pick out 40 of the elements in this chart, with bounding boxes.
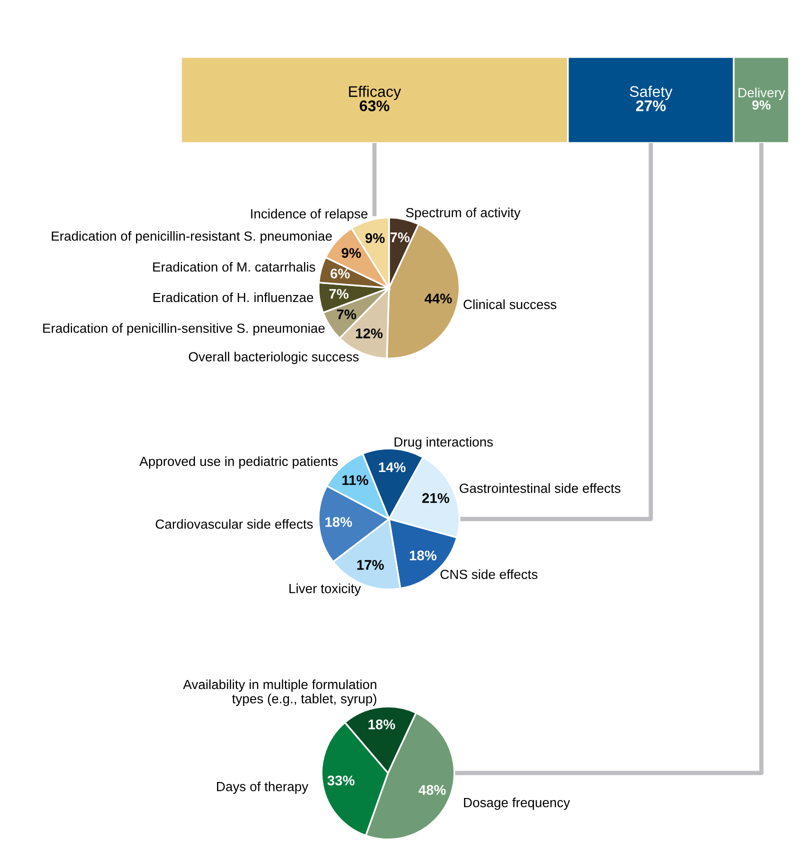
data-label: 9% — [365, 233, 385, 244]
series-label: Safety — [630, 86, 672, 100]
slice-label: Liver toxicity — [289, 584, 361, 596]
data-label: 21% — [422, 493, 450, 503]
data-label: 33% — [327, 776, 355, 786]
slice-label: Spectrum of activity — [406, 208, 521, 220]
slice-label: Eradication of H. influenzae — [153, 292, 314, 302]
data-label: 48% — [418, 785, 446, 795]
data-label: 7% — [390, 232, 410, 242]
slice-label: Gastrointestinal side effects — [460, 483, 620, 493]
slice-label: Eradication of M. catarrhalis — [153, 262, 316, 272]
slice-label: Drug interactions — [394, 436, 493, 450]
data-label: 7% — [337, 310, 356, 320]
data-label: 11% — [342, 475, 368, 486]
data-label: 7% — [329, 289, 348, 299]
data-label: 14% — [379, 462, 406, 472]
data-label: 9% — [342, 248, 361, 258]
slice-label: Eradication of penicillin-resistant S. pneumoniae — [52, 231, 332, 244]
series-label: Efficacy — [349, 86, 402, 100]
data-label: 44% — [424, 294, 452, 304]
series-label: Delivery — [738, 88, 786, 100]
data-label: 12% — [356, 328, 383, 338]
slice-label: Clinical success — [464, 299, 556, 310]
data-label: 18% — [325, 517, 352, 527]
data-label: 9% — [752, 100, 771, 110]
slice-label: Incidence of relapse — [251, 208, 368, 222]
data-label: 18% — [410, 550, 436, 560]
data-label: 17% — [357, 560, 384, 570]
slice-label: Dosage frequency — [464, 798, 570, 810]
data-label: 63% — [360, 100, 390, 112]
data-label: 18% — [368, 720, 396, 730]
slice-label: Eradication of penicillin-sensitive S. pneumoniae — [43, 323, 325, 336]
slice-label: Availability in multiple formulation types (e.g., tablet, syrup) — [183, 679, 376, 706]
slice-label: Approved use in pediatric patients — [139, 456, 338, 469]
slice-label: CNS side effects — [440, 569, 538, 580]
slice-label: Overall bacteriologic success — [188, 352, 359, 364]
slice-label: Cardiovascular side effects — [156, 519, 313, 529]
slice-label: Days of therapy — [217, 782, 308, 794]
data-label: 27% — [636, 100, 666, 112]
data-label: 6% — [330, 268, 350, 278]
